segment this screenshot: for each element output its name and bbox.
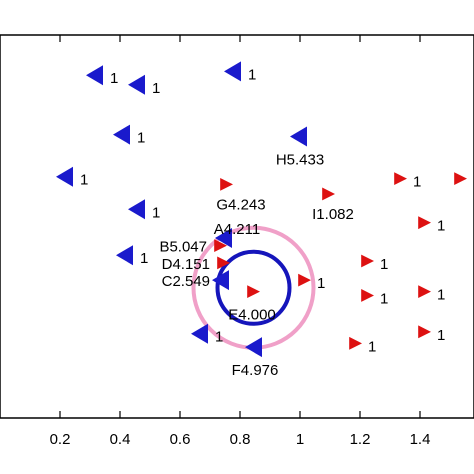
point-label: E4.000 [228, 307, 276, 324]
circles-layer [191, 225, 316, 350]
point-label: 1 [152, 204, 160, 221]
marker-A4.211 [215, 227, 232, 248]
point-label: D4.151 [162, 256, 210, 273]
point-label: 1 [140, 250, 148, 267]
point-label: 1 [152, 80, 160, 97]
marker-E4.000 [247, 285, 260, 299]
marker-point-15 [454, 172, 467, 186]
marker-point-20 [298, 273, 311, 287]
point-label: A4.211 [214, 221, 260, 238]
labels-layer: 1 1 1 1 H5.433 1 1 1 A4.211 C2.549 1 F4.976 G4.243 I1… [80, 66, 474, 379]
x-tick-label: 1.2 [350, 431, 371, 448]
marker-point-22 [361, 289, 374, 302]
marker-B5.047 [214, 239, 227, 253]
marker-point-5 [56, 166, 73, 187]
point-label: 1 [437, 218, 445, 235]
point-label: 1 [137, 130, 145, 147]
x-tick-label: 0.2 [50, 431, 71, 448]
marker-F4.976 [245, 337, 262, 358]
point-label: 1 [317, 275, 325, 292]
markers-layer [56, 61, 467, 358]
x-tick-label: 0.6 [170, 431, 191, 448]
marker-point-1 [128, 74, 145, 95]
point-label: 1 [80, 172, 88, 189]
inner-circle [215, 249, 292, 326]
marker-G4.243 [220, 177, 233, 191]
marker-point-10 [191, 323, 208, 344]
x-tick-label: 0.4 [110, 431, 131, 448]
point-label: H5.433 [276, 151, 324, 168]
marker-point-21 [361, 254, 374, 268]
plot-frame [0, 34, 474, 419]
marker-point-2 [224, 61, 241, 82]
point-label: I1.082 [312, 206, 354, 223]
marker-point-0 [86, 65, 103, 86]
marker-C2.549 [212, 270, 229, 291]
point-label: 1 [380, 256, 388, 273]
point-label: F4.976 [232, 362, 279, 379]
marker-H5.433 [290, 126, 307, 147]
point-label: G4.243 [216, 196, 265, 213]
marker-point-14 [394, 172, 407, 186]
marker-I1.082 [322, 187, 335, 201]
marker-point-17 [418, 216, 431, 230]
marker-point-3 [113, 124, 130, 145]
point-label: 1 [215, 329, 223, 346]
point-label: 1 [413, 174, 421, 191]
x-tick-label: 0.8 [230, 431, 251, 448]
x-tick-label: 1 [296, 431, 304, 448]
x-axis-ticks: 0.2 0.4 0.6 0.8 1 1.2 1.4 1 [50, 35, 431, 448]
point-label: 1 [368, 338, 376, 355]
point-label: 1 [437, 327, 445, 344]
point-label: 1 [248, 66, 256, 83]
marker-point-24 [418, 325, 431, 339]
marker-D4.151 [217, 256, 230, 270]
point-label: 1 [380, 290, 388, 307]
marker-point-7 [116, 245, 133, 266]
point-label: 1 [110, 70, 118, 87]
marker-point-25 [349, 336, 362, 350]
outer-circle [191, 225, 316, 350]
point-label: 1 [437, 287, 445, 304]
x-tick-label: 1.4 [410, 431, 431, 448]
marker-point-6 [128, 199, 145, 220]
point-label: C2.549 [162, 273, 210, 290]
marker-point-23 [418, 285, 431, 299]
point-label: B5.047 [159, 239, 207, 256]
